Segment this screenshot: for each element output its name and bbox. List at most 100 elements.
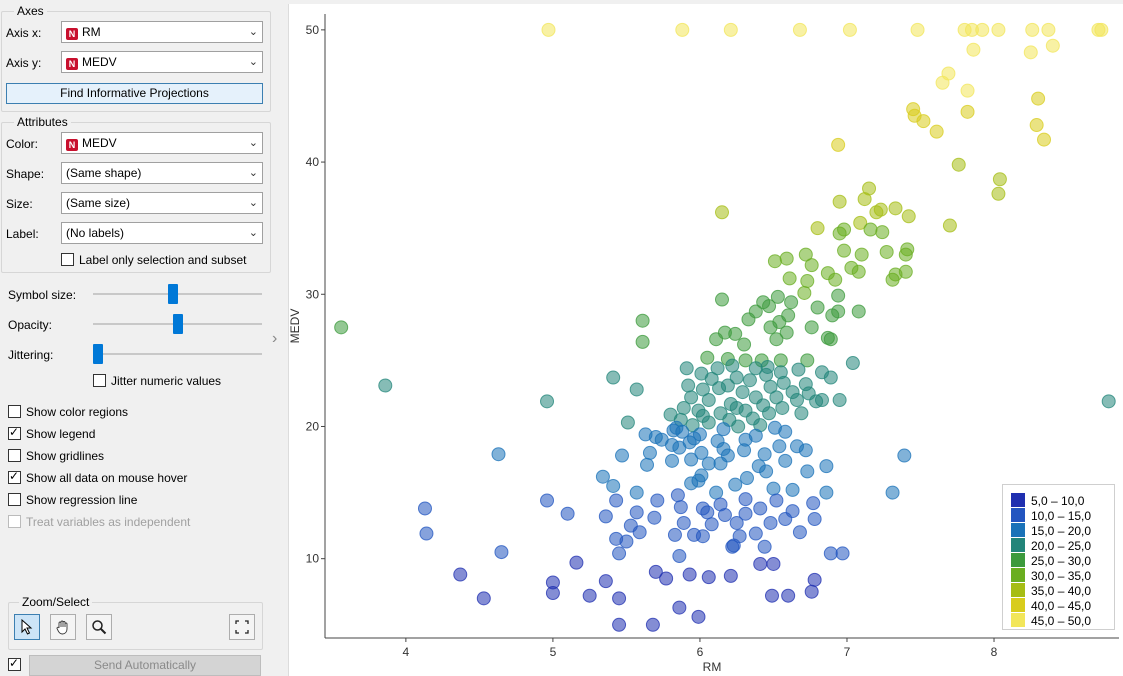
- data-point: [797, 285, 812, 300]
- collapse-panel-arrow[interactable]: ›: [272, 330, 278, 347]
- symbol-size-slider[interactable]: [167, 284, 178, 304]
- size-combo[interactable]: (Same size) ⌄: [61, 192, 263, 214]
- axis-x-combo[interactable]: N RM ⌄: [61, 21, 263, 43]
- data-point: [715, 205, 729, 220]
- numeric-variable-icon: N: [66, 139, 78, 151]
- data-point: [757, 539, 772, 554]
- data-point: [682, 567, 697, 582]
- data-point: [798, 247, 813, 262]
- fit-view-button[interactable]: [229, 614, 255, 640]
- data-point: [853, 215, 868, 230]
- data-point: [738, 506, 753, 521]
- legend-swatch: [1011, 538, 1025, 552]
- opacity-slider[interactable]: [172, 314, 183, 334]
- legend-item: 45,0 – 50,0: [1011, 613, 1091, 628]
- data-point: [1037, 132, 1052, 147]
- y-tick-label: 40: [306, 155, 320, 169]
- color-combo[interactable]: N MEDV ⌄: [61, 132, 263, 154]
- label-combo[interactable]: (No labels) ⌄: [61, 222, 263, 244]
- data-point: [804, 258, 819, 273]
- jittering-slider[interactable]: [93, 344, 103, 364]
- data-point: [873, 202, 888, 217]
- data-point: [681, 378, 696, 393]
- legend-swatch: [1011, 598, 1025, 612]
- data-point: [885, 485, 900, 500]
- data-point: [491, 447, 506, 462]
- data-point: [819, 485, 834, 500]
- data-point: [748, 304, 763, 319]
- data-point: [778, 512, 793, 527]
- data-point: [629, 505, 644, 520]
- jitter-numeric-checkbox[interactable]: Jitter numeric values: [93, 374, 221, 388]
- legend-swatch: [1011, 523, 1025, 537]
- zoom-tool-button[interactable]: [86, 614, 112, 640]
- checkbox-box: [8, 493, 21, 506]
- data-point: [951, 157, 966, 172]
- chevron-down-icon: ⌄: [248, 137, 258, 149]
- option-text: Show legend: [26, 427, 96, 441]
- data-point: [794, 406, 809, 421]
- find-informative-projections-button[interactable]: Find Informative Projections: [6, 83, 263, 104]
- label-label: Label:: [6, 227, 39, 241]
- data-point: [1031, 91, 1046, 106]
- axes-group-title: Axes: [14, 4, 47, 18]
- shape-combo[interactable]: (Same shape) ⌄: [61, 162, 263, 184]
- data-point: [941, 66, 956, 81]
- data-point: [798, 443, 813, 458]
- data-point: [738, 353, 753, 368]
- option-text: Show regression line: [26, 493, 138, 507]
- legend-item: 15,0 – 20,0: [1011, 523, 1091, 538]
- data-point: [725, 539, 740, 554]
- option-show-legend[interactable]: Show legend: [8, 425, 96, 441]
- data-point: [675, 424, 690, 439]
- axis-x-label: Axis x:: [6, 26, 42, 40]
- data-point: [673, 500, 688, 515]
- data-point: [704, 517, 719, 532]
- checkbox-box: [8, 405, 21, 418]
- axes-group: Axes: [1, 4, 271, 112]
- option-show-regression-line[interactable]: Show regression line: [8, 493, 137, 507]
- data-point: [784, 295, 799, 310]
- data-point: [800, 353, 815, 368]
- data-point: [712, 381, 727, 396]
- axis-y-combo[interactable]: N MEDV ⌄: [61, 51, 263, 73]
- data-point: [759, 464, 774, 479]
- option-text: Show gridlines: [26, 449, 105, 463]
- send-automatically-button[interactable]: Send Automatically: [29, 655, 261, 676]
- legend-label: 30,0 – 35,0: [1031, 569, 1092, 583]
- option-show-gridlines[interactable]: Show gridlines: [8, 449, 104, 463]
- label-only-selection-checkbox[interactable]: Label only selection and subset: [61, 253, 246, 267]
- legend-item: 10,0 – 15,0: [1011, 508, 1091, 523]
- legend-label: 25,0 – 30,0: [1031, 554, 1092, 568]
- data-point: [541, 22, 556, 37]
- option-show-all-data-on-mouse-hover[interactable]: Show all data on mouse hover: [8, 469, 187, 485]
- symbol-size-label: Symbol size:: [8, 288, 77, 302]
- legend-label: 35,0 – 40,0: [1031, 584, 1092, 598]
- pointer-icon: [21, 618, 33, 635]
- data-point: [1029, 118, 1044, 133]
- data-point: [595, 469, 610, 484]
- data-point: [770, 289, 785, 304]
- data-point: [823, 370, 838, 385]
- option-show-color-regions[interactable]: Show color regions: [8, 405, 128, 419]
- data-point: [725, 358, 740, 373]
- send-automatically-checkbox[interactable]: [8, 656, 26, 672]
- pan-tool-button[interactable]: [50, 614, 76, 640]
- data-point: [738, 492, 753, 507]
- data-point: [800, 464, 815, 479]
- data-point: [910, 22, 925, 37]
- scatter-plot[interactable]: 4 5 6 7 8 10 20 30 40 50 RM MEDV: [289, 4, 1123, 676]
- checkbox-box: [8, 449, 21, 462]
- data-point: [334, 320, 349, 335]
- data-point: [691, 609, 706, 624]
- data-point: [569, 555, 584, 570]
- legend-swatch: [1011, 583, 1025, 597]
- data-point: [709, 332, 724, 347]
- data-point: [676, 515, 691, 530]
- data-point: [672, 600, 687, 615]
- pointer-tool-button[interactable]: [14, 614, 40, 640]
- legend-swatch: [1011, 553, 1025, 567]
- data-point: [606, 478, 621, 493]
- data-point: [1094, 22, 1109, 37]
- scatter-plot-area[interactable]: 4 5 6 7 8 10 20 30 40 50 RM MEDV: [288, 4, 1123, 676]
